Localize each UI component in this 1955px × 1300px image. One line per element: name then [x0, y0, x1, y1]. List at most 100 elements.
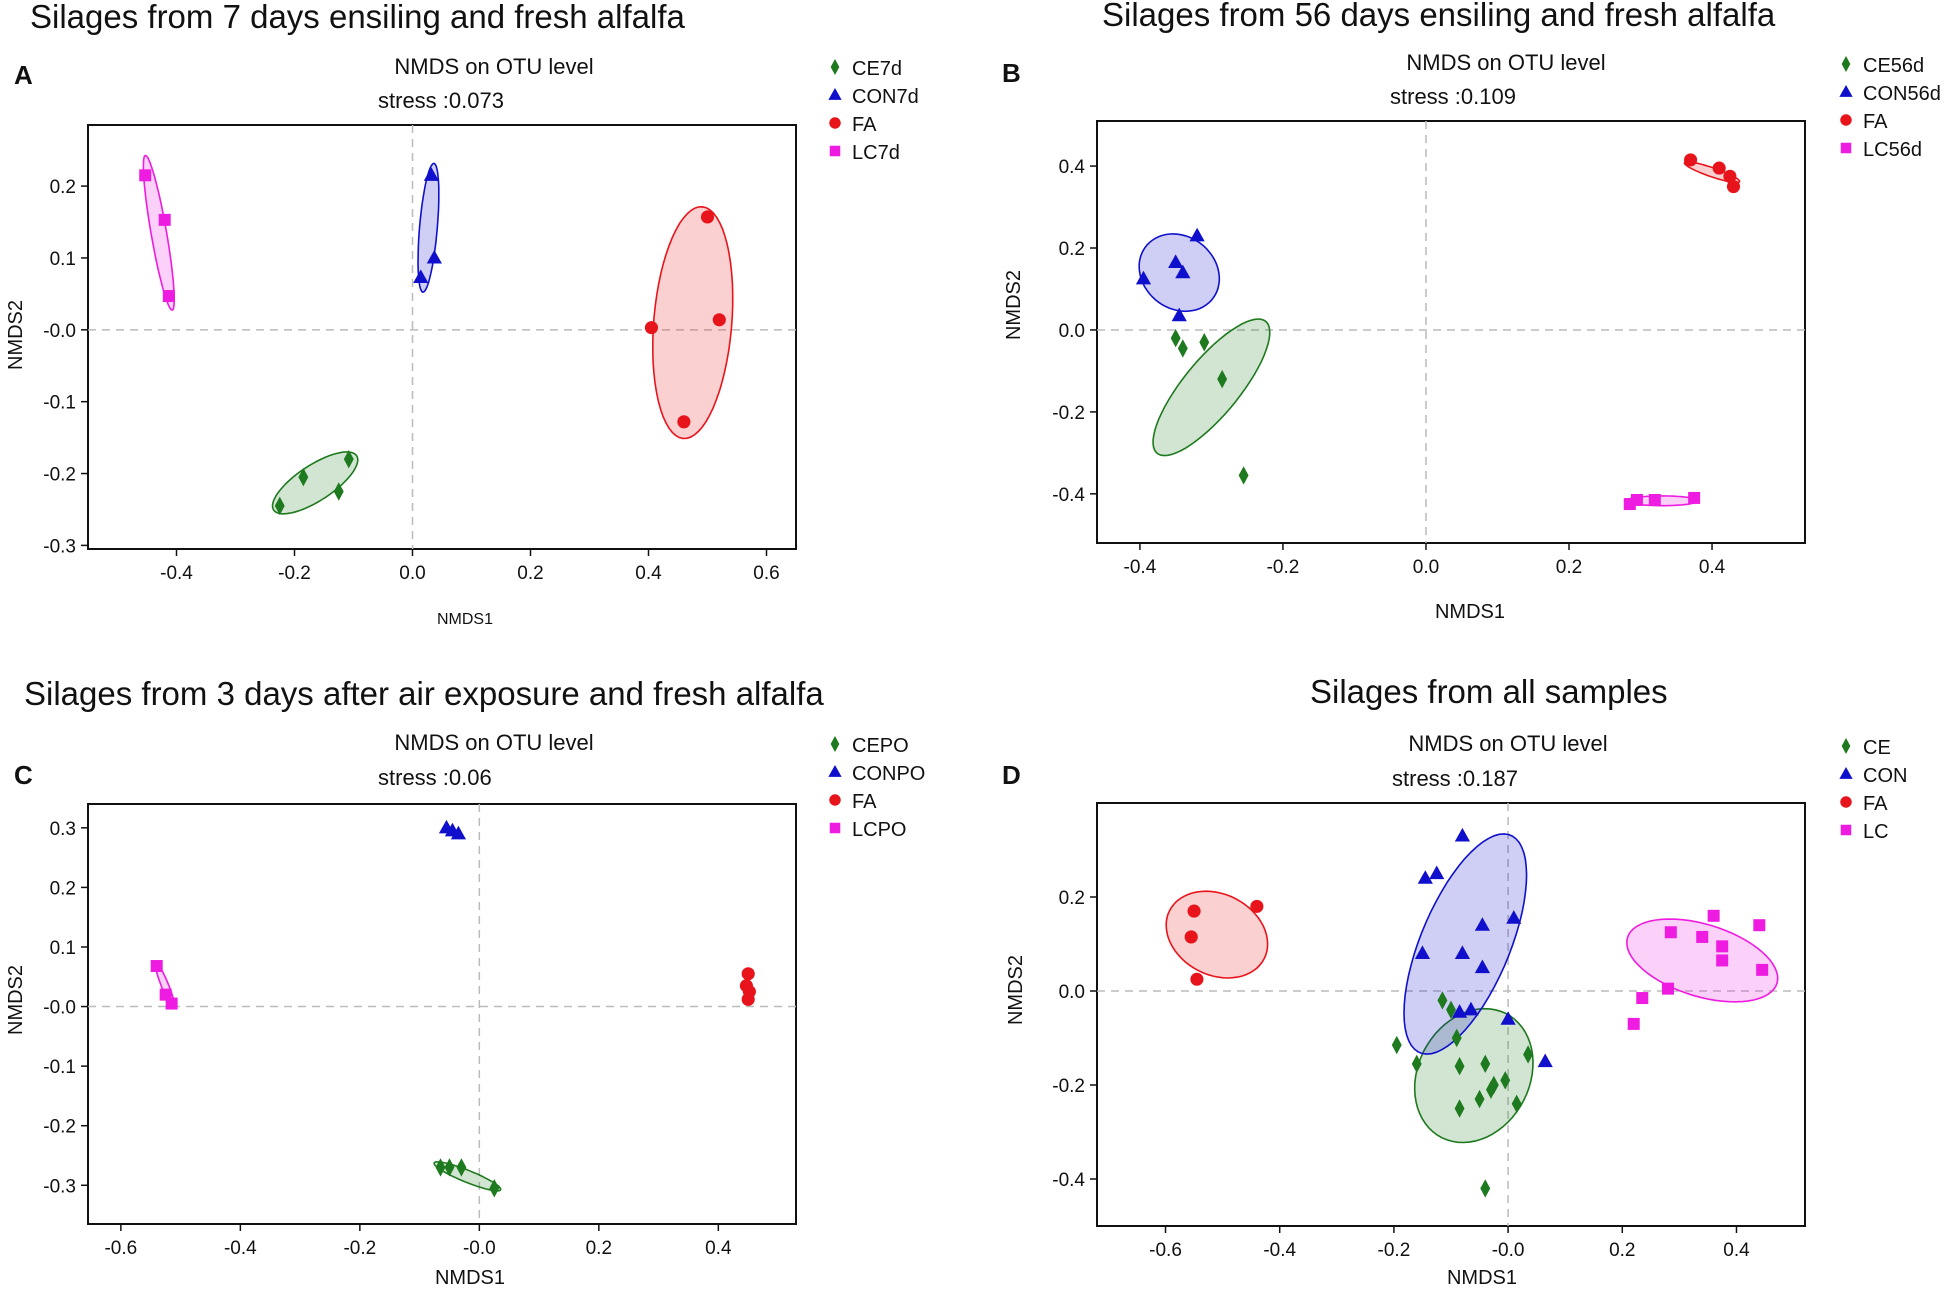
panel-b-point-con [1175, 264, 1191, 279]
panel-b-ytick-label: -0.4 [1052, 485, 1085, 506]
panel-b-point-ce [1217, 369, 1228, 389]
panel-d-point-con [1474, 959, 1491, 974]
panel-a-legend-marker-con [828, 88, 842, 100]
panel-b-point-ce [1170, 328, 1181, 348]
panel-a-point-con [423, 167, 439, 181]
panel-d-legend-marker-ce [1841, 737, 1851, 755]
panel-d-point-con [1463, 1001, 1479, 1016]
panel-d-point-ce [1451, 1028, 1462, 1048]
panel-c-point-ce [489, 1179, 500, 1198]
panel-d-ylabel: NMDS2 [1005, 955, 1027, 1025]
panel-a-point-fa [644, 321, 659, 335]
panel-b-ytick-label: -0.2 [1052, 403, 1085, 424]
panel-d-legend-label: CON [1863, 765, 1907, 787]
panel-a-ytick-label: -0.2 [43, 465, 76, 486]
panel-d-point-ce [1411, 1054, 1422, 1074]
panel-d-point-ce [1437, 991, 1448, 1010]
panel-d-point-ce [1446, 1000, 1456, 1019]
panel-d-point-con [1474, 917, 1491, 931]
panel-d-ellipse-lc [1625, 918, 1779, 1003]
panel-d-legend-marker-con [1839, 767, 1853, 779]
panel-b-point-fa [1684, 153, 1698, 167]
panel-b-xlabel: NMDS1 [1435, 601, 1505, 623]
panel-b-point-lc [1648, 493, 1661, 506]
panel-a-ytick-label: 0.1 [50, 249, 76, 270]
panel-d-point-con [1506, 910, 1522, 924]
panel-d-point-lc [1664, 926, 1677, 939]
panel-c-letter: C [14, 760, 33, 790]
panel-a-plot-area: -0.4 -0.2 0.0 0.2 0.4 0.6 -0.3 -0.2 -0.1 -0.0 0.1 0… [43, 124, 797, 584]
panel-b-point-ce [1177, 339, 1188, 358]
panel-a: Silages from 7 days ensiling and fresh a… [5, 0, 919, 628]
panel-a-point-con [413, 269, 429, 283]
panel-d-point-ce [1488, 1075, 1499, 1095]
panel-c-legend-label: CONPO [852, 763, 925, 785]
panel-c-legend-marker-con [828, 765, 842, 777]
panel-b-point-fa [1712, 161, 1726, 175]
panel-d-point-ce [1523, 1045, 1534, 1064]
panel-b-legend-marker-ce [1841, 55, 1851, 73]
panel-b-xtick-label: 0.4 [1699, 557, 1726, 578]
panel-b-legend-label: CE56d [1863, 55, 1924, 77]
panel-c-ytick-label: -0.3 [43, 1176, 76, 1197]
panel-c-point-fa [741, 967, 755, 981]
panel-d-point-lc [1627, 1017, 1640, 1030]
panel-c-point-lc [150, 960, 163, 973]
panel-c-legend-label: CEPO [852, 735, 909, 757]
panel-d-point-lc [1636, 992, 1649, 1005]
panel-d-point-ce [1480, 1179, 1491, 1198]
panel-d-legend-label: FA [1863, 793, 1888, 815]
panel-b-point-con [1171, 307, 1187, 322]
panel-d-point-ce [1480, 1054, 1491, 1074]
panel-d-xtick-label: 0.2 [1609, 1240, 1635, 1261]
panel-d-point-lc [1661, 982, 1674, 995]
panel-a-point-lc [162, 290, 175, 303]
panel-b-ytick-label: 0.2 [1059, 239, 1085, 260]
panel-b-point-con [1168, 254, 1184, 268]
panel-b-ytick-label: 0.4 [1059, 157, 1086, 178]
panel-c-xtick-label: -0.2 [343, 1238, 376, 1259]
panel-b-ylabel: NMDS2 [1003, 270, 1025, 340]
panel-b-legend-marker-con [1839, 85, 1853, 97]
panel-a-point-ce [298, 467, 309, 487]
panel-c-xtick-label: -0.0 [463, 1238, 496, 1259]
panel-a-legend-marker-fa [829, 117, 841, 129]
panel-a-ellipse-lc [142, 154, 175, 311]
panel-c-xlabel: NMDS1 [435, 1267, 505, 1289]
panel-b-point-con [1135, 270, 1152, 285]
panel-a-plot-title: NMDS on OTU level [394, 54, 593, 79]
panel-a-point-fa [677, 415, 691, 429]
panel-b-xtick-label: 0.0 [1413, 557, 1439, 578]
panel-b-letter: B [1002, 58, 1021, 88]
panel-a-legend-label: FA [852, 114, 877, 136]
panel-a-ytick-label: 0.2 [50, 177, 76, 198]
panel-c-point-fa [741, 992, 755, 1006]
panel-d-point-fa [1190, 972, 1204, 986]
panel-c-point-con [450, 825, 467, 840]
panel-d-legend: CE CON FA LC [1839, 737, 1907, 843]
panel-d-xlabel: NMDS1 [1447, 1267, 1517, 1289]
panel-c-point-ce [435, 1158, 446, 1177]
panel-c-heading: Silages from 3 days after air exposure a… [24, 675, 824, 712]
panel-a-point-fa [700, 210, 715, 224]
panel-c-ytick-label: -0.1 [43, 1057, 76, 1078]
panel-c-legend: CEPO CONPO FA LCPO [828, 735, 925, 841]
panel-a-point-ce [274, 496, 285, 516]
panel-d-xtick-label: -0.2 [1378, 1240, 1411, 1261]
panel-d-legend-label: CE [1863, 737, 1891, 759]
panel-c-legend-marker-fa [829, 794, 841, 806]
panel-a-point-lc [158, 213, 171, 226]
panel-a-xtick-label: 0.2 [517, 563, 543, 584]
panel-d-letter: D [1002, 760, 1021, 790]
panel-d-xtick-label: -0.0 [1492, 1240, 1525, 1261]
panel-d: Silages from all samples D NMDS on OTU l… [1002, 673, 1907, 1289]
panel-d-point-con [1454, 827, 1471, 842]
panel-a-xlabel: NMDS1 [437, 611, 493, 628]
panel-a-heading: Silages from 7 days ensiling and fresh a… [30, 0, 686, 35]
panel-d-point-ce [1474, 1089, 1485, 1109]
panel-c-ytick-label: 0.1 [50, 938, 76, 959]
panel-a-xtick-label: -0.4 [160, 563, 193, 584]
panel-b-point-fa [1726, 179, 1741, 194]
panel-c-xtick-label: -0.4 [224, 1238, 257, 1259]
